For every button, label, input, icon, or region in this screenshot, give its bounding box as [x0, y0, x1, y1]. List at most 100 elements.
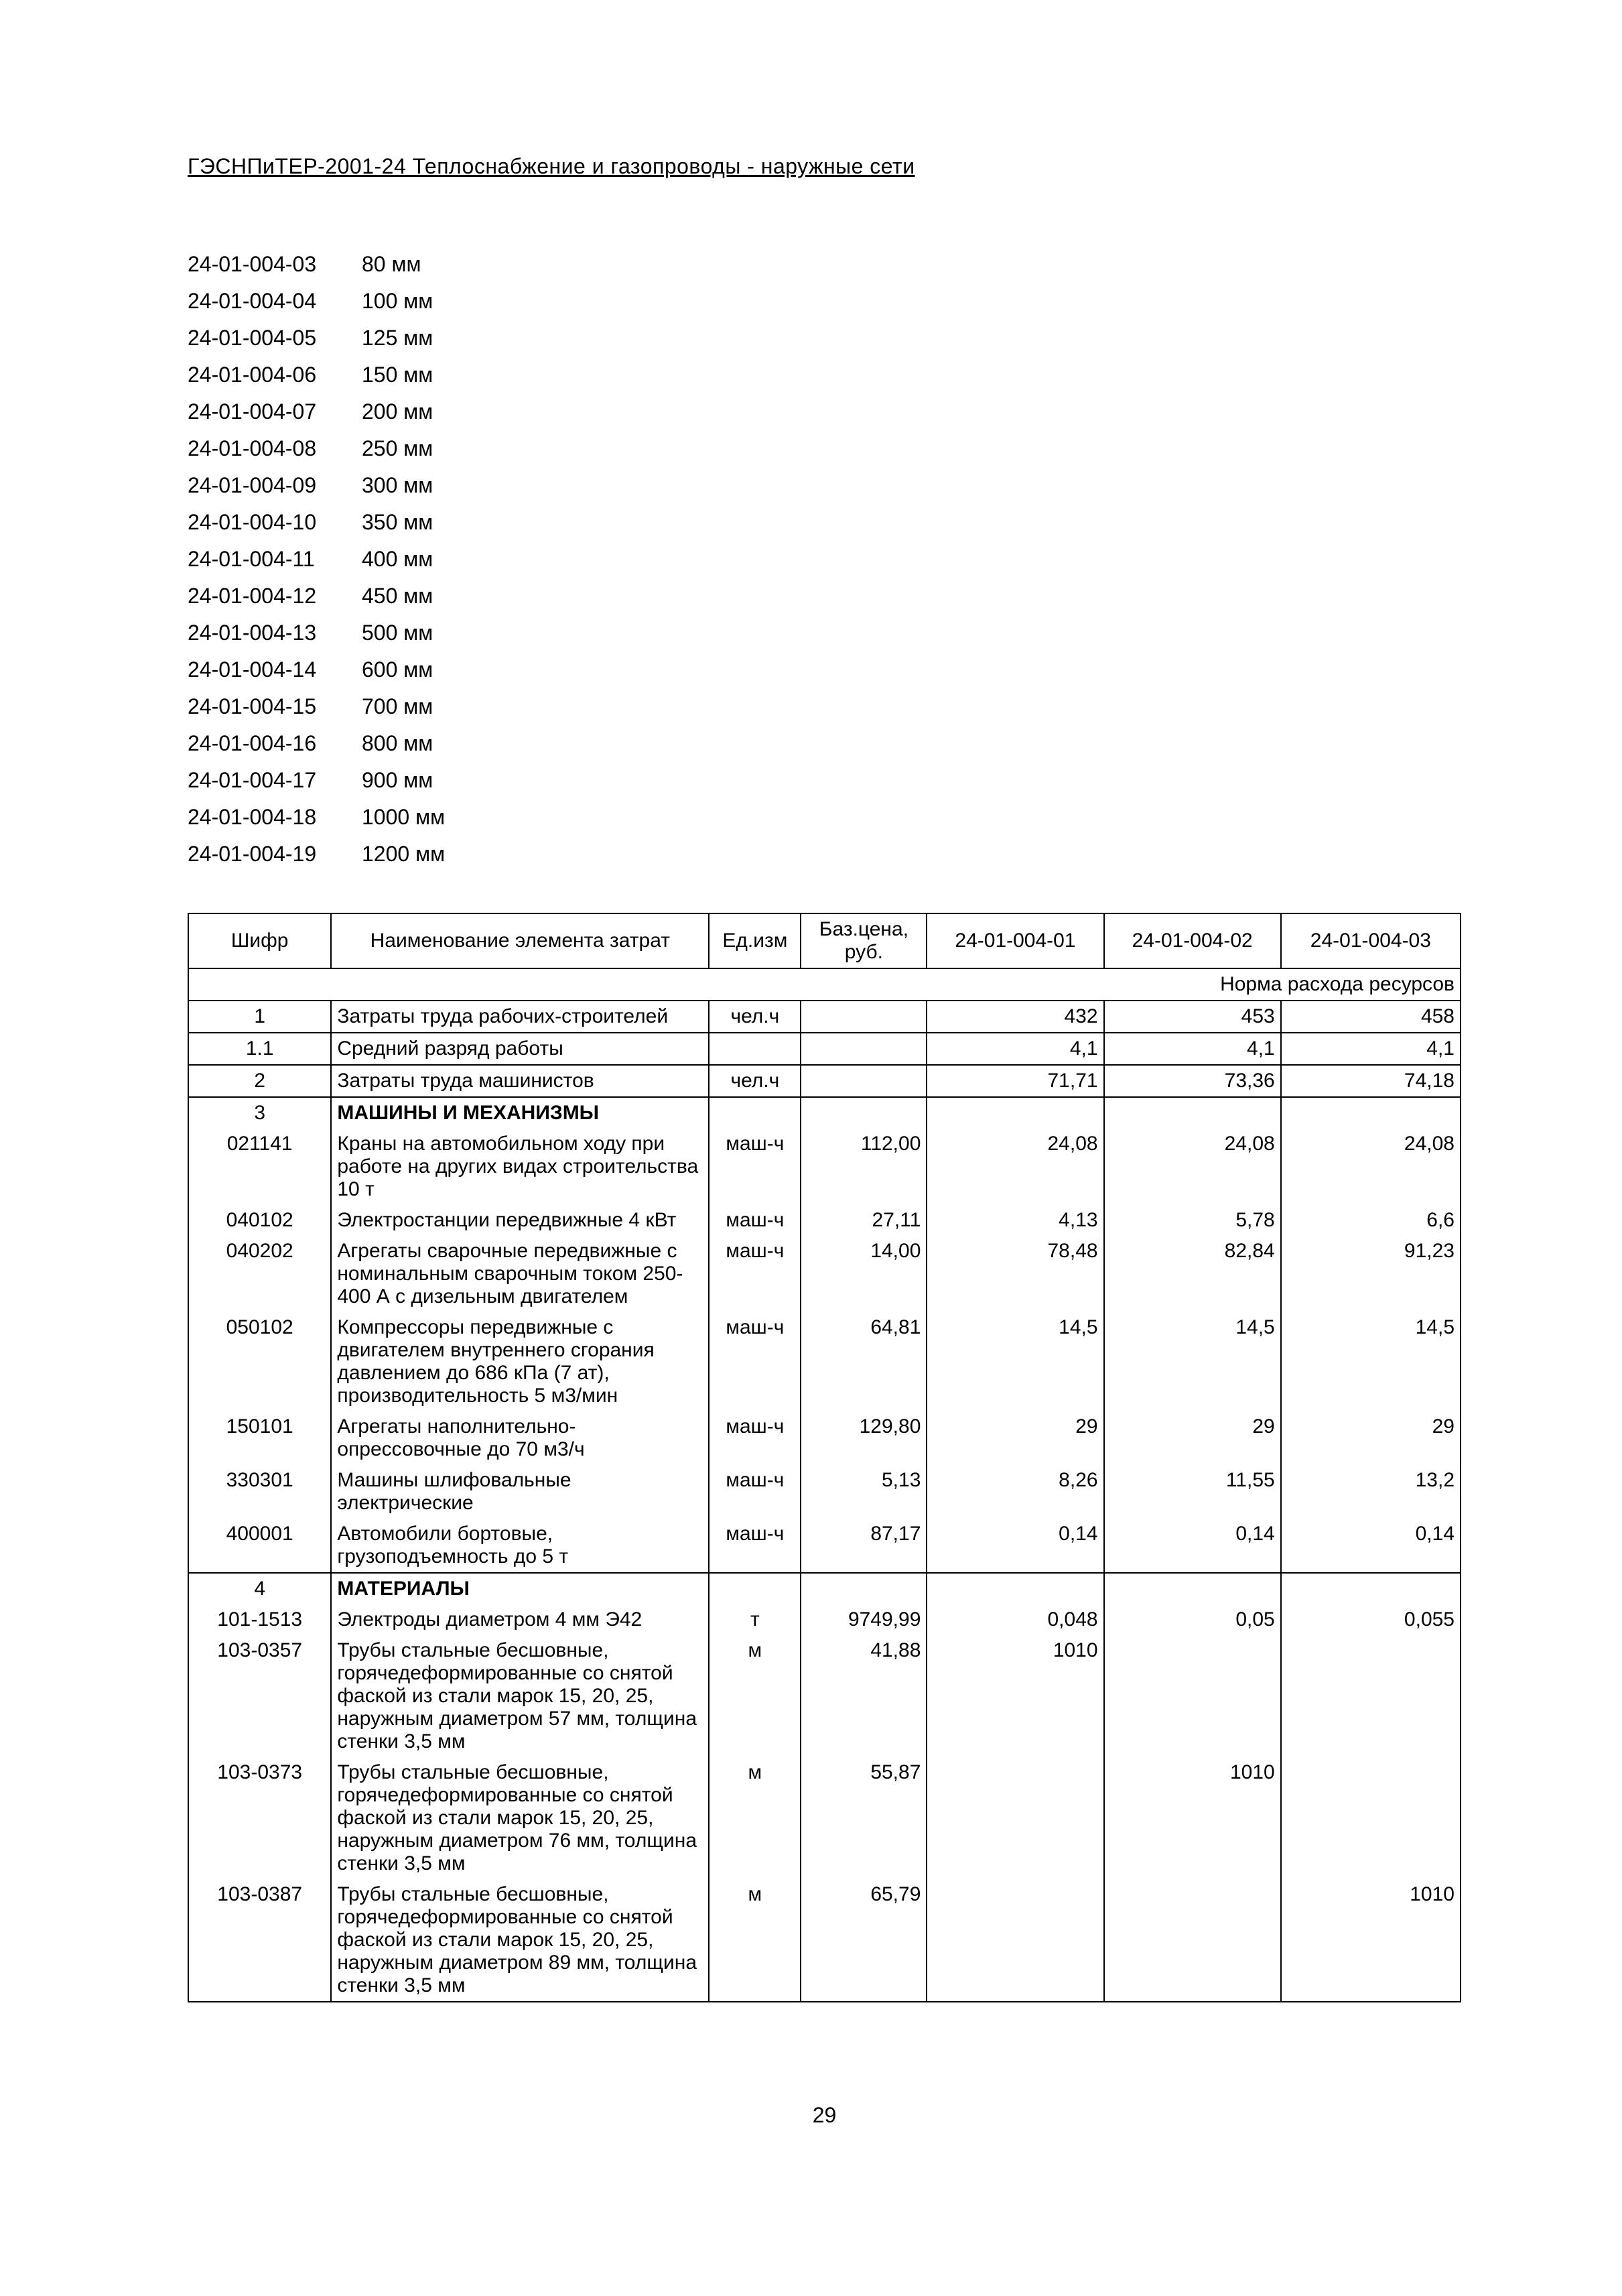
cell-v1: 78,48 [927, 1236, 1103, 1312]
header-d1: 24-01-004-01 [927, 913, 1103, 968]
code-cell: 24-01-004-03 [188, 246, 362, 283]
cell-v1: 29 [927, 1411, 1103, 1465]
cell-v1: 24,08 [927, 1129, 1103, 1205]
table-row: 103-0373Трубы стальные бесшовные, горяче… [188, 1757, 1461, 1879]
code-cell: 24-01-004-14 [188, 651, 362, 688]
cell-name: Трубы стальные бесшовные, горячедеформир… [331, 1635, 709, 1757]
cell-name: Затраты труда машинистов [331, 1065, 709, 1097]
cell-price: 14,00 [801, 1236, 927, 1312]
cell-shifr: 1.1 [188, 1033, 331, 1065]
code-list-row: 24-01-004-15700 мм [188, 688, 1461, 725]
cell-v2: 29 [1104, 1411, 1281, 1465]
table-row: 101-1513Электроды диаметром 4 мм Э42т974… [188, 1604, 1461, 1635]
cell-shifr: 040102 [188, 1205, 331, 1236]
cell-v3: 4,1 [1281, 1033, 1461, 1065]
cell-ed: маш-ч [709, 1312, 801, 1411]
cell-ed: маш-ч [709, 1411, 801, 1465]
cell-v3: 24,08 [1281, 1129, 1461, 1205]
code-label: 800 мм [362, 725, 1461, 762]
cell-name: Машины шлифовальные электрические [331, 1465, 709, 1519]
code-list-row: 24-01-004-191200 мм [188, 836, 1461, 873]
cell-v1: 4,13 [927, 1205, 1103, 1236]
code-cell: 24-01-004-16 [188, 725, 362, 762]
table-row: 021141Краны на автомобильном ходу при ра… [188, 1129, 1461, 1205]
cell-shifr: 330301 [188, 1465, 331, 1519]
cell-v2: 453 [1104, 1001, 1281, 1033]
header-d2: 24-01-004-02 [1104, 913, 1281, 968]
cell-name: Агрегаты сварочные передвижные с номинал… [331, 1236, 709, 1312]
table-row: 1.1Средний разряд работы4,14,14,1 [188, 1033, 1461, 1065]
cell-ed: т [709, 1604, 801, 1635]
cell-price [801, 1573, 927, 1604]
header-name: Наименование элемента затрат [331, 913, 709, 968]
cell-ed: м [709, 1879, 801, 2002]
cell-v3: 14,5 [1281, 1312, 1461, 1411]
cell-v3 [1281, 1097, 1461, 1129]
code-cell: 24-01-004-05 [188, 320, 362, 357]
table-row: 2Затраты труда машинистовчел.ч71,7173,36… [188, 1065, 1461, 1097]
cell-v1: 14,5 [927, 1312, 1103, 1411]
cell-v2: 0,05 [1104, 1604, 1281, 1635]
code-label: 900 мм [362, 762, 1461, 799]
cell-price: 41,88 [801, 1635, 927, 1757]
cell-v3: 74,18 [1281, 1065, 1461, 1097]
cell-ed: чел.ч [709, 1065, 801, 1097]
cell-price: 64,81 [801, 1312, 927, 1411]
cell-ed: маш-ч [709, 1205, 801, 1236]
table-row: 050102Компрессоры передвижные с двигател… [188, 1312, 1461, 1411]
cell-shifr: 3 [188, 1097, 331, 1129]
cell-v3: 6,6 [1281, 1205, 1461, 1236]
header-ed: Ед.изм [709, 913, 801, 968]
code-label: 200 мм [362, 393, 1461, 430]
code-cell: 24-01-004-12 [188, 578, 362, 615]
cell-v2 [1104, 1573, 1281, 1604]
code-label: 700 мм [362, 688, 1461, 725]
cell-name: Автомобили бортовые, грузоподъемность до… [331, 1519, 709, 1573]
cell-v3: 0,14 [1281, 1519, 1461, 1573]
cell-v3: 458 [1281, 1001, 1461, 1033]
cell-v1 [927, 1097, 1103, 1129]
code-list-row: 24-01-004-0380 мм [188, 246, 1461, 283]
cell-v2: 0,14 [1104, 1519, 1281, 1573]
code-cell: 24-01-004-08 [188, 430, 362, 467]
main-table: Шифр Наименование элемента затрат Ед.изм… [188, 913, 1461, 2002]
cell-v2: 11,55 [1104, 1465, 1281, 1519]
cell-v2: 14,5 [1104, 1312, 1281, 1411]
code-label: 150 мм [362, 357, 1461, 393]
code-list-row: 24-01-004-14600 мм [188, 651, 1461, 688]
cell-v2: 5,78 [1104, 1205, 1281, 1236]
cell-ed [709, 1573, 801, 1604]
cell-v3: 29 [1281, 1411, 1461, 1465]
code-label: 80 мм [362, 246, 1461, 283]
cell-v2 [1104, 1879, 1281, 2002]
code-cell: 24-01-004-19 [188, 836, 362, 873]
code-cell: 24-01-004-07 [188, 393, 362, 430]
cell-name: Компрессоры передвижные с двигателем вну… [331, 1312, 709, 1411]
code-cell: 24-01-004-13 [188, 615, 362, 651]
code-list: 24-01-004-0380 мм24-01-004-04100 мм24-01… [188, 246, 1461, 873]
document-header: ГЭСНПиТЕР-2001-24 Теплоснабжение и газоп… [188, 154, 1461, 179]
code-list-row: 24-01-004-07200 мм [188, 393, 1461, 430]
code-label: 1200 мм [362, 836, 1461, 873]
code-list-row: 24-01-004-04100 мм [188, 283, 1461, 320]
cell-price: 65,79 [801, 1879, 927, 2002]
cell-price [801, 1033, 927, 1065]
cell-v1: 8,26 [927, 1465, 1103, 1519]
header-price: Баз.цена, руб. [801, 913, 927, 968]
cell-name: Средний разряд работы [331, 1033, 709, 1065]
cell-name: МАТЕРИАЛЫ [331, 1573, 709, 1604]
cell-shifr: 103-0357 [188, 1635, 331, 1757]
table-row: 150101Агрегаты наполнительно-опрессовочн… [188, 1411, 1461, 1465]
code-label: 450 мм [362, 578, 1461, 615]
cell-v3 [1281, 1635, 1461, 1757]
header-shifr: Шифр [188, 913, 331, 968]
norm-header-cell: Норма расхода ресурсов [188, 968, 1461, 1001]
code-cell: 24-01-004-18 [188, 799, 362, 836]
cell-price [801, 1097, 927, 1129]
cell-name: Трубы стальные бесшовные, горячедеформир… [331, 1879, 709, 2002]
code-cell: 24-01-004-04 [188, 283, 362, 320]
code-list-row: 24-01-004-13500 мм [188, 615, 1461, 651]
cell-v2: 1010 [1104, 1757, 1281, 1879]
code-list-row: 24-01-004-10350 мм [188, 504, 1461, 541]
cell-v3 [1281, 1757, 1461, 1879]
